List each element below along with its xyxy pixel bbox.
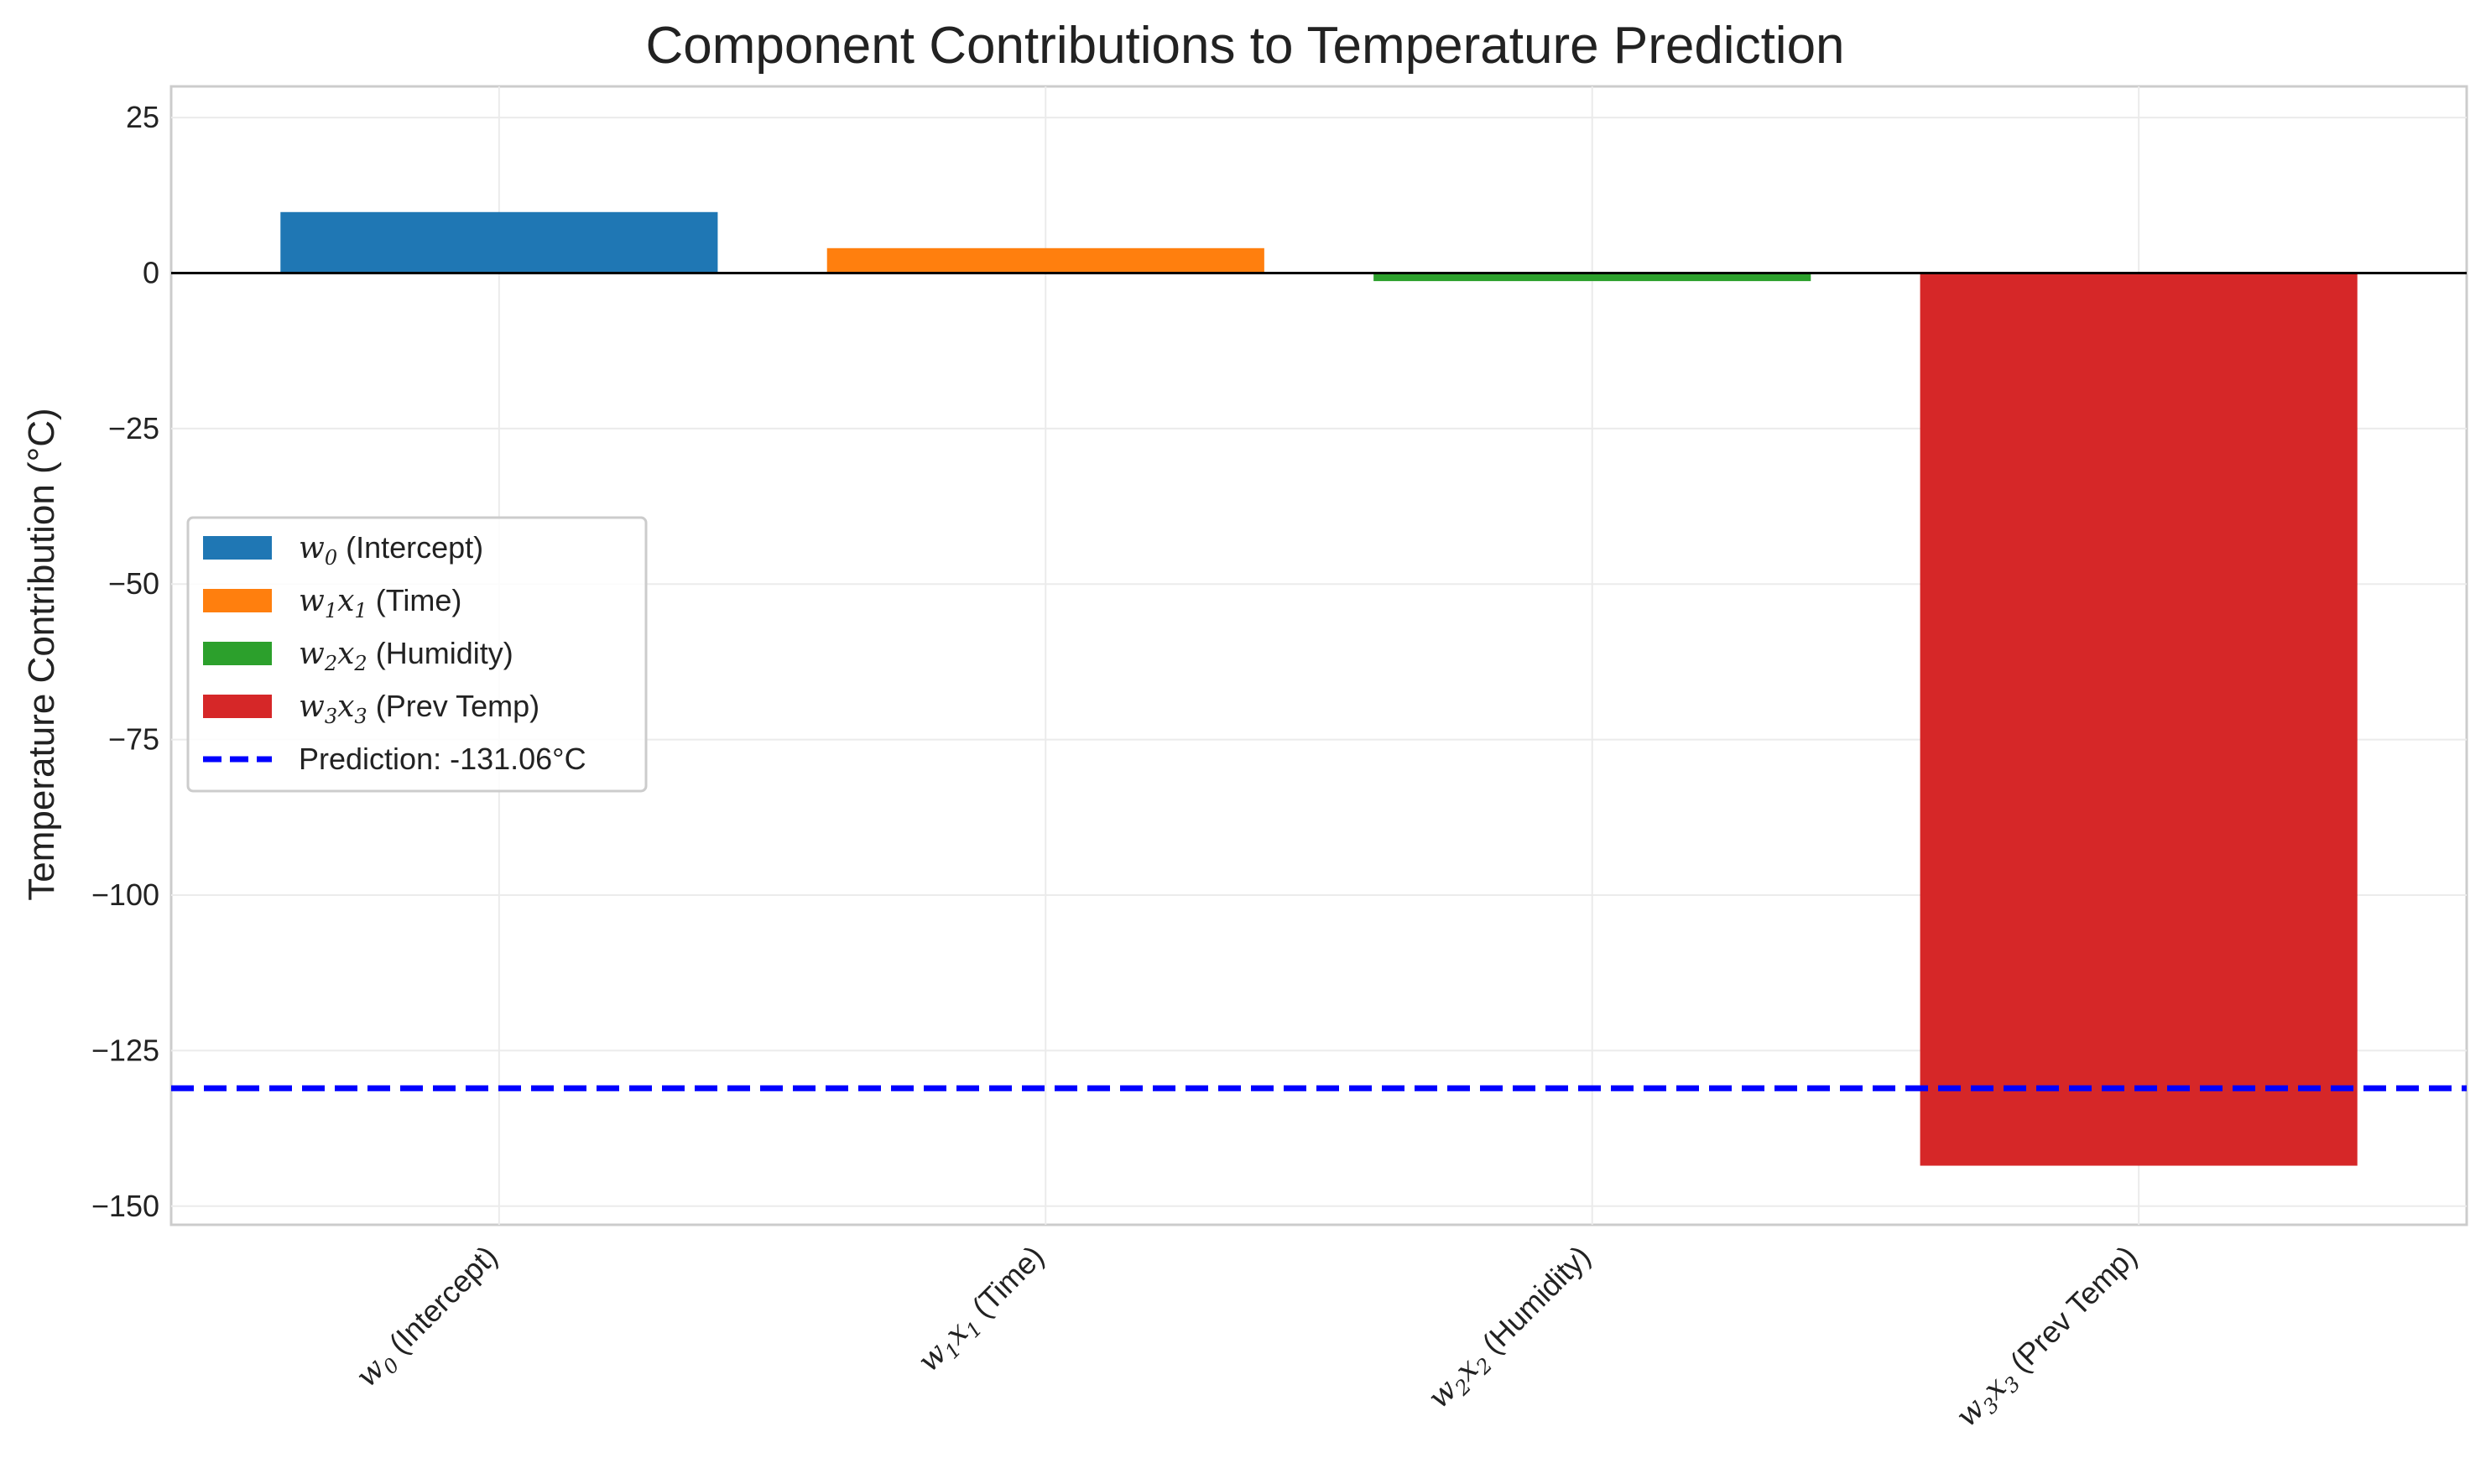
bars-layer	[171, 211, 2467, 1166]
y-tick-label: −150	[91, 1189, 159, 1223]
y-tick-label: −75	[108, 722, 159, 757]
bar	[1373, 273, 1811, 282]
legend-swatch	[203, 536, 272, 560]
y-tick-label: −100	[91, 877, 159, 912]
y-tick-label: −25	[108, 411, 159, 445]
x-tick-label: w0 (Intercept)	[349, 1239, 508, 1398]
legend-swatch	[203, 589, 272, 612]
legend: w0 (Intercept) w1x1 (Time) w2x2 (Humidity)…	[186, 516, 648, 793]
legend-box	[186, 516, 648, 793]
y-tick-label: 0	[143, 255, 159, 289]
legend-label: w2x2 (Humidity)	[299, 636, 513, 675]
x-tick-labels: w0 (Intercept) w1x1 (Time) w2x2 (Humidity)…	[349, 1239, 2147, 1437]
legend-label: w0 (Intercept)	[299, 530, 483, 570]
legend-label: w3x3 (Prev Temp)	[299, 689, 539, 728]
legend-label: w1x1 (Time)	[299, 583, 461, 622]
bar	[1920, 273, 2358, 1166]
legend-swatch	[203, 695, 272, 718]
legend-label: Prediction: -131.06°C	[299, 742, 586, 776]
y-tick-label: −125	[91, 1033, 159, 1067]
y-tick-labels: 25 0 −25 −50 −75 −100 −125 −150	[91, 100, 159, 1223]
y-tick-label: 25	[126, 100, 159, 134]
x-tick-label: w3x3 (Prev Temp)	[1949, 1239, 2147, 1437]
x-tick-label: w1x1 (Time)	[911, 1239, 1055, 1382]
legend-swatch	[203, 642, 272, 665]
y-axis-label: Temperature Contribution (°C)	[21, 408, 62, 900]
chart-title: Component Contributions to Temperature P…	[645, 17, 1844, 75]
bar	[826, 247, 1264, 273]
x-tick-label: w2x2 (Humidity)	[1421, 1239, 1601, 1419]
bar	[280, 211, 718, 273]
y-tick-label: −50	[108, 566, 159, 601]
